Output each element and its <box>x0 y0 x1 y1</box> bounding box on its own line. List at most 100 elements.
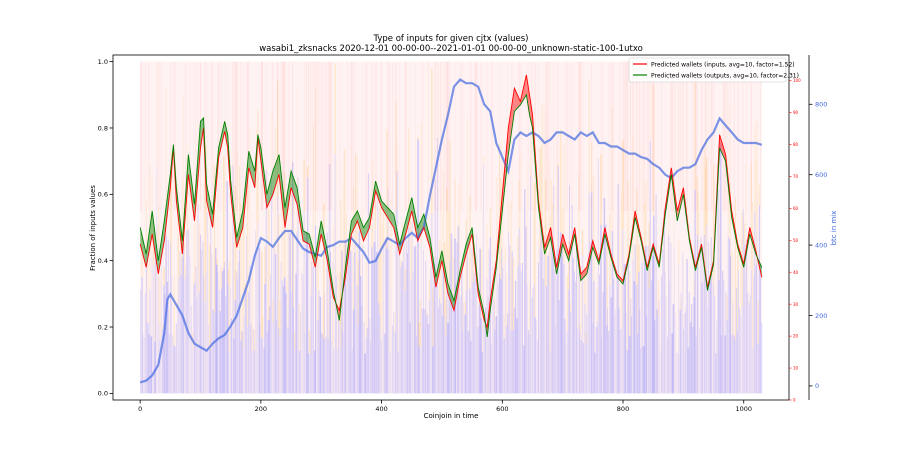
background-bar-orange <box>513 258 514 331</box>
background-bar-red <box>579 62 580 211</box>
background-bar-blue <box>313 266 314 393</box>
y2-tick-label: 200 <box>815 312 827 320</box>
background-bar-red <box>737 62 738 211</box>
background-bar-blue <box>583 343 584 393</box>
background-bar-blue <box>205 302 206 393</box>
background-bar-blue <box>686 259 687 393</box>
background-bar-blue <box>716 321 717 394</box>
background-bar-orange <box>203 183 204 277</box>
background-bar-blue <box>579 331 580 394</box>
background-bar-red <box>218 62 219 211</box>
background-bar-red <box>261 62 262 211</box>
background-bar-red <box>694 62 695 211</box>
background-bar-blue <box>722 271 723 393</box>
background-bar-orange <box>156 62 157 166</box>
background-bar-orange <box>249 129 250 266</box>
background-bar-blue <box>483 164 484 393</box>
background-bar-orange <box>582 230 584 255</box>
background-bar-blue <box>759 205 760 393</box>
background-bar-blue <box>657 309 658 393</box>
background-bar-blue <box>287 327 288 393</box>
background-bar-orange <box>432 287 433 346</box>
background-bar-blue <box>413 272 414 393</box>
background-bar-blue <box>379 315 380 394</box>
background-bar-blue <box>637 334 638 394</box>
background-bar-blue <box>754 212 755 393</box>
background-bar-blue <box>707 309 708 394</box>
background-bar-orange <box>185 266 186 274</box>
background-bar-red <box>611 62 612 211</box>
background-bar-orange <box>529 282 530 334</box>
background-bar-orange <box>310 250 311 296</box>
y-tick-label: 0.8 <box>98 124 108 132</box>
background-bar-blue <box>522 263 523 393</box>
background-bar-blue <box>233 339 234 394</box>
y-tick-label: 0.2 <box>98 323 108 331</box>
x-tick-label: 400 <box>375 405 387 413</box>
background-bar-red <box>760 62 761 211</box>
background-bar-orange <box>184 243 185 279</box>
background-bar-orange <box>731 252 732 335</box>
background-bar-blue <box>328 339 329 394</box>
background-bar-orange <box>645 182 647 246</box>
background-bar-blue <box>543 279 544 393</box>
background-bar-blue <box>588 253 589 393</box>
background-bar-blue <box>253 329 254 393</box>
background-bar-red <box>621 62 622 211</box>
background-bar-blue <box>524 189 525 393</box>
background-bar-blue <box>621 329 622 393</box>
background-bar-orange <box>585 331 586 345</box>
background-bar-red <box>415 62 416 211</box>
background-bar-orange <box>229 260 230 353</box>
background-bar-red <box>318 62 319 211</box>
background-bar-orange <box>397 141 398 171</box>
background-bar-orange <box>293 197 294 308</box>
background-bar-red <box>213 62 214 211</box>
background-bar-blue <box>184 279 185 393</box>
background-bar-red <box>447 62 448 211</box>
background-bar-orange <box>517 237 518 267</box>
background-bar-blue <box>286 292 287 393</box>
background-bar-orange <box>492 220 493 267</box>
background-bar-red <box>545 62 546 211</box>
background-bar-blue <box>585 345 586 393</box>
background-bar-blue <box>727 320 728 394</box>
background-bar-blue <box>338 318 339 393</box>
background-bar-blue <box>608 331 609 393</box>
background-bar-blue <box>401 262 402 393</box>
background-bar-red <box>705 62 706 211</box>
background-bar-orange <box>738 250 739 271</box>
background-bar-blue <box>743 209 744 393</box>
y2-axis-label: btc in mix <box>830 211 838 246</box>
background-bar-red <box>362 62 363 211</box>
background-bar-blue <box>683 329 684 393</box>
background-bar-blue <box>566 343 567 393</box>
background-bar-blue <box>675 315 676 393</box>
background-bar-red <box>706 62 707 211</box>
background-bar-orange <box>678 239 679 264</box>
background-bar-red <box>347 62 348 211</box>
background-bar-orange <box>740 236 741 316</box>
background-bar-blue <box>407 253 408 393</box>
background-bar-blue <box>689 292 690 393</box>
background-bar-blue <box>536 321 537 394</box>
background-bar-red <box>625 62 626 211</box>
background-bar-blue <box>737 332 738 394</box>
background-bar-red <box>236 62 237 211</box>
background-bar-blue <box>188 229 189 393</box>
background-bar-orange <box>163 267 165 285</box>
background-bar-red <box>481 62 482 211</box>
background-bar-red <box>351 62 352 211</box>
background-bar-blue <box>476 234 477 393</box>
background-bar-blue <box>546 286 547 393</box>
x-tick-label: 600 <box>496 405 508 413</box>
background-bar-blue <box>168 239 169 393</box>
background-bar-orange <box>178 236 179 277</box>
background-bar-blue <box>714 296 715 394</box>
background-bar-blue <box>392 326 393 394</box>
background-bar-blue <box>669 281 670 393</box>
background-bar-blue <box>187 255 188 394</box>
background-bar-blue <box>730 256 731 394</box>
background-bar-red <box>355 62 356 211</box>
